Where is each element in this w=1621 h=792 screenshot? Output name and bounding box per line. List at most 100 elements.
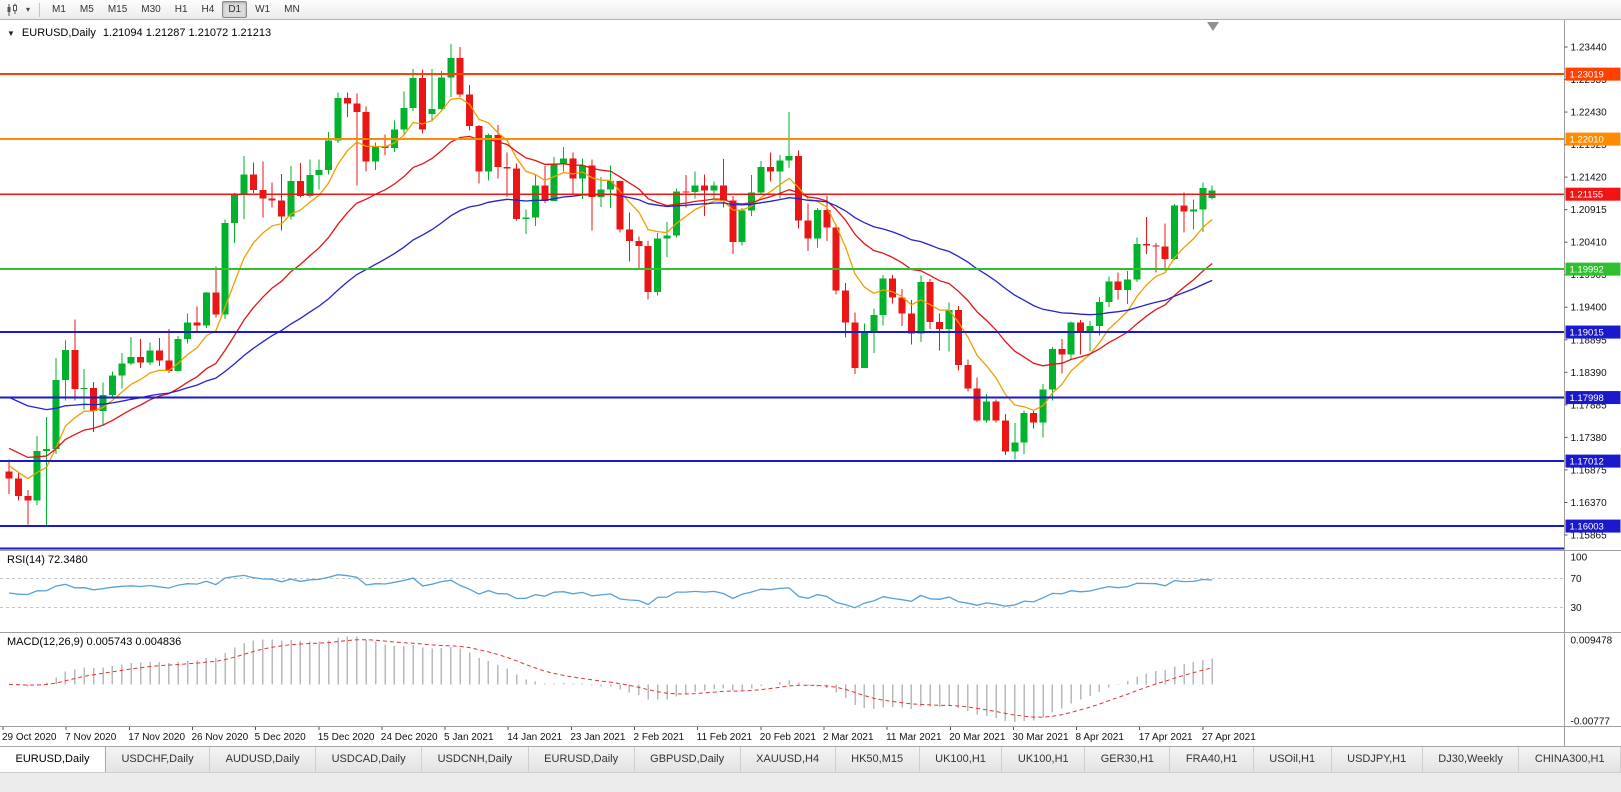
chart-tab-hk50-m15[interactable]: HK50,M15	[835, 747, 920, 772]
svg-text:1.23019: 1.23019	[1570, 70, 1604, 81]
chart-window: 1.234401.229351.224301.219251.214201.209…	[0, 20, 1621, 746]
macd-pane	[8, 636, 1213, 723]
svg-text:20 Feb 2021: 20 Feb 2021	[760, 732, 817, 743]
chart-tab-dj30-weekly[interactable]: DJ30,Weekly	[1422, 747, 1520, 772]
chart-shift-marker[interactable]	[1207, 22, 1219, 31]
timeframe-button-m5[interactable]: M5	[79, 4, 94, 15]
svg-text:5 Jan 2021: 5 Jan 2021	[444, 732, 494, 743]
rsi-pane	[0, 574, 1565, 609]
timeframe-button-m1[interactable]: M1	[52, 4, 66, 15]
svg-text:1.21420: 1.21420	[1571, 173, 1608, 184]
svg-text:1.22430: 1.22430	[1571, 108, 1608, 119]
svg-text:-0.00777: -0.00777	[1571, 717, 1611, 728]
chart-tab-eurusd-daily[interactable]: EURUSD,Daily	[0, 747, 106, 772]
svg-text:1.18895: 1.18895	[1571, 335, 1608, 346]
svg-text:1.19015: 1.19015	[1570, 328, 1604, 339]
svg-text:17 Apr 2021: 17 Apr 2021	[1139, 732, 1193, 743]
time-axis-drag-zone[interactable]	[0, 727, 1565, 746]
price-tag-1.19015	[1565, 325, 1621, 339]
chart-tab-fra40-h1[interactable]: FRA40,H1	[1170, 747, 1254, 772]
chart-ohlc-values: 1.21094 1.21287 1.21072 1.21213	[102, 27, 272, 39]
svg-text:1.19992: 1.19992	[1570, 265, 1604, 276]
svg-text:20 Mar 2021: 20 Mar 2021	[949, 732, 1006, 743]
ma-fast-line	[8, 97, 1213, 480]
collapse-icon[interactable]: ▼	[7, 28, 15, 38]
price-tag-1.17012	[1565, 454, 1621, 468]
candlesticks	[5, 43, 1216, 525]
svg-text:70: 70	[1571, 574, 1583, 585]
chart-canvas[interactable]: 1.234401.229351.224301.219251.214201.209…	[0, 20, 1621, 746]
price-axis-drag-zone[interactable]	[1565, 20, 1621, 726]
chart-tab-ger30-h1[interactable]: GER30,H1	[1085, 747, 1171, 772]
toolbar: ▾ M1 M5 M15 M30 H1 H4 D1 W1 MN	[0, 0, 1621, 20]
price-tag-1.22010	[1565, 132, 1621, 146]
svg-text:30: 30	[1571, 603, 1583, 614]
chart-tab-usdcnh-daily[interactable]: USDCNH,Daily	[422, 747, 529, 772]
horizontal-lines	[0, 73, 1565, 550]
svg-text:11 Feb 2021: 11 Feb 2021	[697, 732, 753, 743]
svg-text:1.17012: 1.17012	[1570, 457, 1604, 468]
chart-type-dropdown-caret-icon[interactable]: ▾	[25, 4, 30, 14]
svg-text:24 Dec 2020: 24 Dec 2020	[381, 732, 438, 743]
chart-tab-usdcad-daily[interactable]: USDCAD,Daily	[316, 747, 423, 772]
svg-text:1.20915: 1.20915	[1571, 205, 1608, 216]
chart-background	[0, 20, 1621, 746]
svg-text:27 Apr 2021: 27 Apr 2021	[1202, 732, 1256, 743]
svg-text:1.16370: 1.16370	[1571, 498, 1608, 509]
chart-tab-usoil-h1[interactable]: USOil,H1	[1253, 747, 1332, 772]
toolbar-separator	[39, 2, 40, 17]
svg-text:29 Oct 2020: 29 Oct 2020	[2, 732, 57, 743]
chart-tab-china300-h1[interactable]: CHINA300,H1	[1519, 747, 1621, 772]
chart-tab-eurusd-daily[interactable]: EURUSD,Daily	[528, 747, 635, 772]
candlestick-chart-icon[interactable]	[4, 2, 22, 18]
chart-tab-uk100-h1[interactable]: UK100,H1	[1002, 747, 1086, 772]
chart-tab-uk100-h1[interactable]: UK100,H1	[919, 747, 1003, 772]
rsi-line	[8, 574, 1213, 609]
chart-tab-audusd-daily[interactable]: AUDUSD,Daily	[210, 747, 317, 772]
svg-text:15 Dec 2020: 15 Dec 2020	[318, 732, 375, 743]
svg-text:0.009478: 0.009478	[1571, 636, 1613, 647]
chart-tab-usdjpy-h1[interactable]: USDJPY,H1	[1331, 747, 1423, 772]
chart-tab-gbpusd-daily[interactable]: GBPUSD,Daily	[634, 747, 741, 772]
price-tag-1.21155	[1565, 187, 1621, 201]
svg-text:1.18390: 1.18390	[1571, 368, 1608, 379]
svg-text:2 Feb 2021: 2 Feb 2021	[634, 732, 685, 743]
chart-tab-usdchf-daily[interactable]: USDCHF,Daily	[105, 747, 211, 772]
timeframe-button-w1[interactable]: W1	[255, 4, 271, 15]
chart-symbol-title: EURUSD,Daily	[21, 27, 96, 39]
svg-text:11 Mar 2021: 11 Mar 2021	[886, 732, 942, 743]
svg-text:1.19400: 1.19400	[1571, 303, 1608, 314]
timeframe-button-d1[interactable]: D1	[222, 1, 248, 18]
svg-text:1.23440: 1.23440	[1571, 42, 1608, 53]
macd-indicator-label: MACD(12,26,9) 0.005743 0.004836	[7, 636, 182, 648]
svg-text:100: 100	[1571, 553, 1588, 564]
chart-tab-bar: EURUSD,Daily USDCHF,Daily AUDUSD,Daily USDC…	[0, 746, 1621, 772]
svg-text:1.19905: 1.19905	[1571, 270, 1608, 281]
svg-text:1.17998: 1.17998	[1570, 393, 1604, 404]
timeframe-button-mn[interactable]: MN	[284, 4, 300, 15]
svg-text:1.15865: 1.15865	[1571, 530, 1608, 541]
svg-text:1.16003: 1.16003	[1570, 522, 1604, 533]
price-tag-1.19992	[1565, 262, 1621, 276]
svg-text:1.17885: 1.17885	[1571, 400, 1608, 411]
timeframe-buttons: M1 M5 M15 M30 H1 H4 D1 W1 MN	[45, 0, 307, 19]
svg-text:1.22010: 1.22010	[1570, 135, 1604, 146]
svg-text:17 Nov 2020: 17 Nov 2020	[128, 732, 185, 743]
timeframe-button-h4[interactable]: H4	[201, 4, 215, 15]
candlestick-chart-glyph	[7, 3, 17, 16]
svg-text:1.21155: 1.21155	[1570, 190, 1604, 201]
rsi-indicator-label: RSI(14) 72.3480	[7, 554, 88, 566]
svg-text:1.20410: 1.20410	[1571, 238, 1608, 249]
window-bottom-strip	[0, 772, 1621, 792]
svg-text:30 Mar 2021: 30 Mar 2021	[1012, 732, 1069, 743]
svg-text:14 Jan 2021: 14 Jan 2021	[507, 732, 562, 743]
chart-tab-xauusd-h4[interactable]: XAUUSD,H4	[740, 747, 836, 772]
svg-text:1.16875: 1.16875	[1571, 465, 1608, 476]
price-tag-1.16003	[1565, 519, 1621, 533]
macd-signal-line	[8, 639, 1213, 718]
timeframe-button-m15[interactable]: M15	[107, 4, 128, 15]
timeframe-button-m30[interactable]: M30	[141, 4, 161, 15]
svg-text:2 Mar 2021: 2 Mar 2021	[823, 732, 874, 743]
timeframe-button-h1[interactable]: H1	[174, 4, 188, 15]
svg-text:5 Dec 2020: 5 Dec 2020	[255, 732, 307, 743]
